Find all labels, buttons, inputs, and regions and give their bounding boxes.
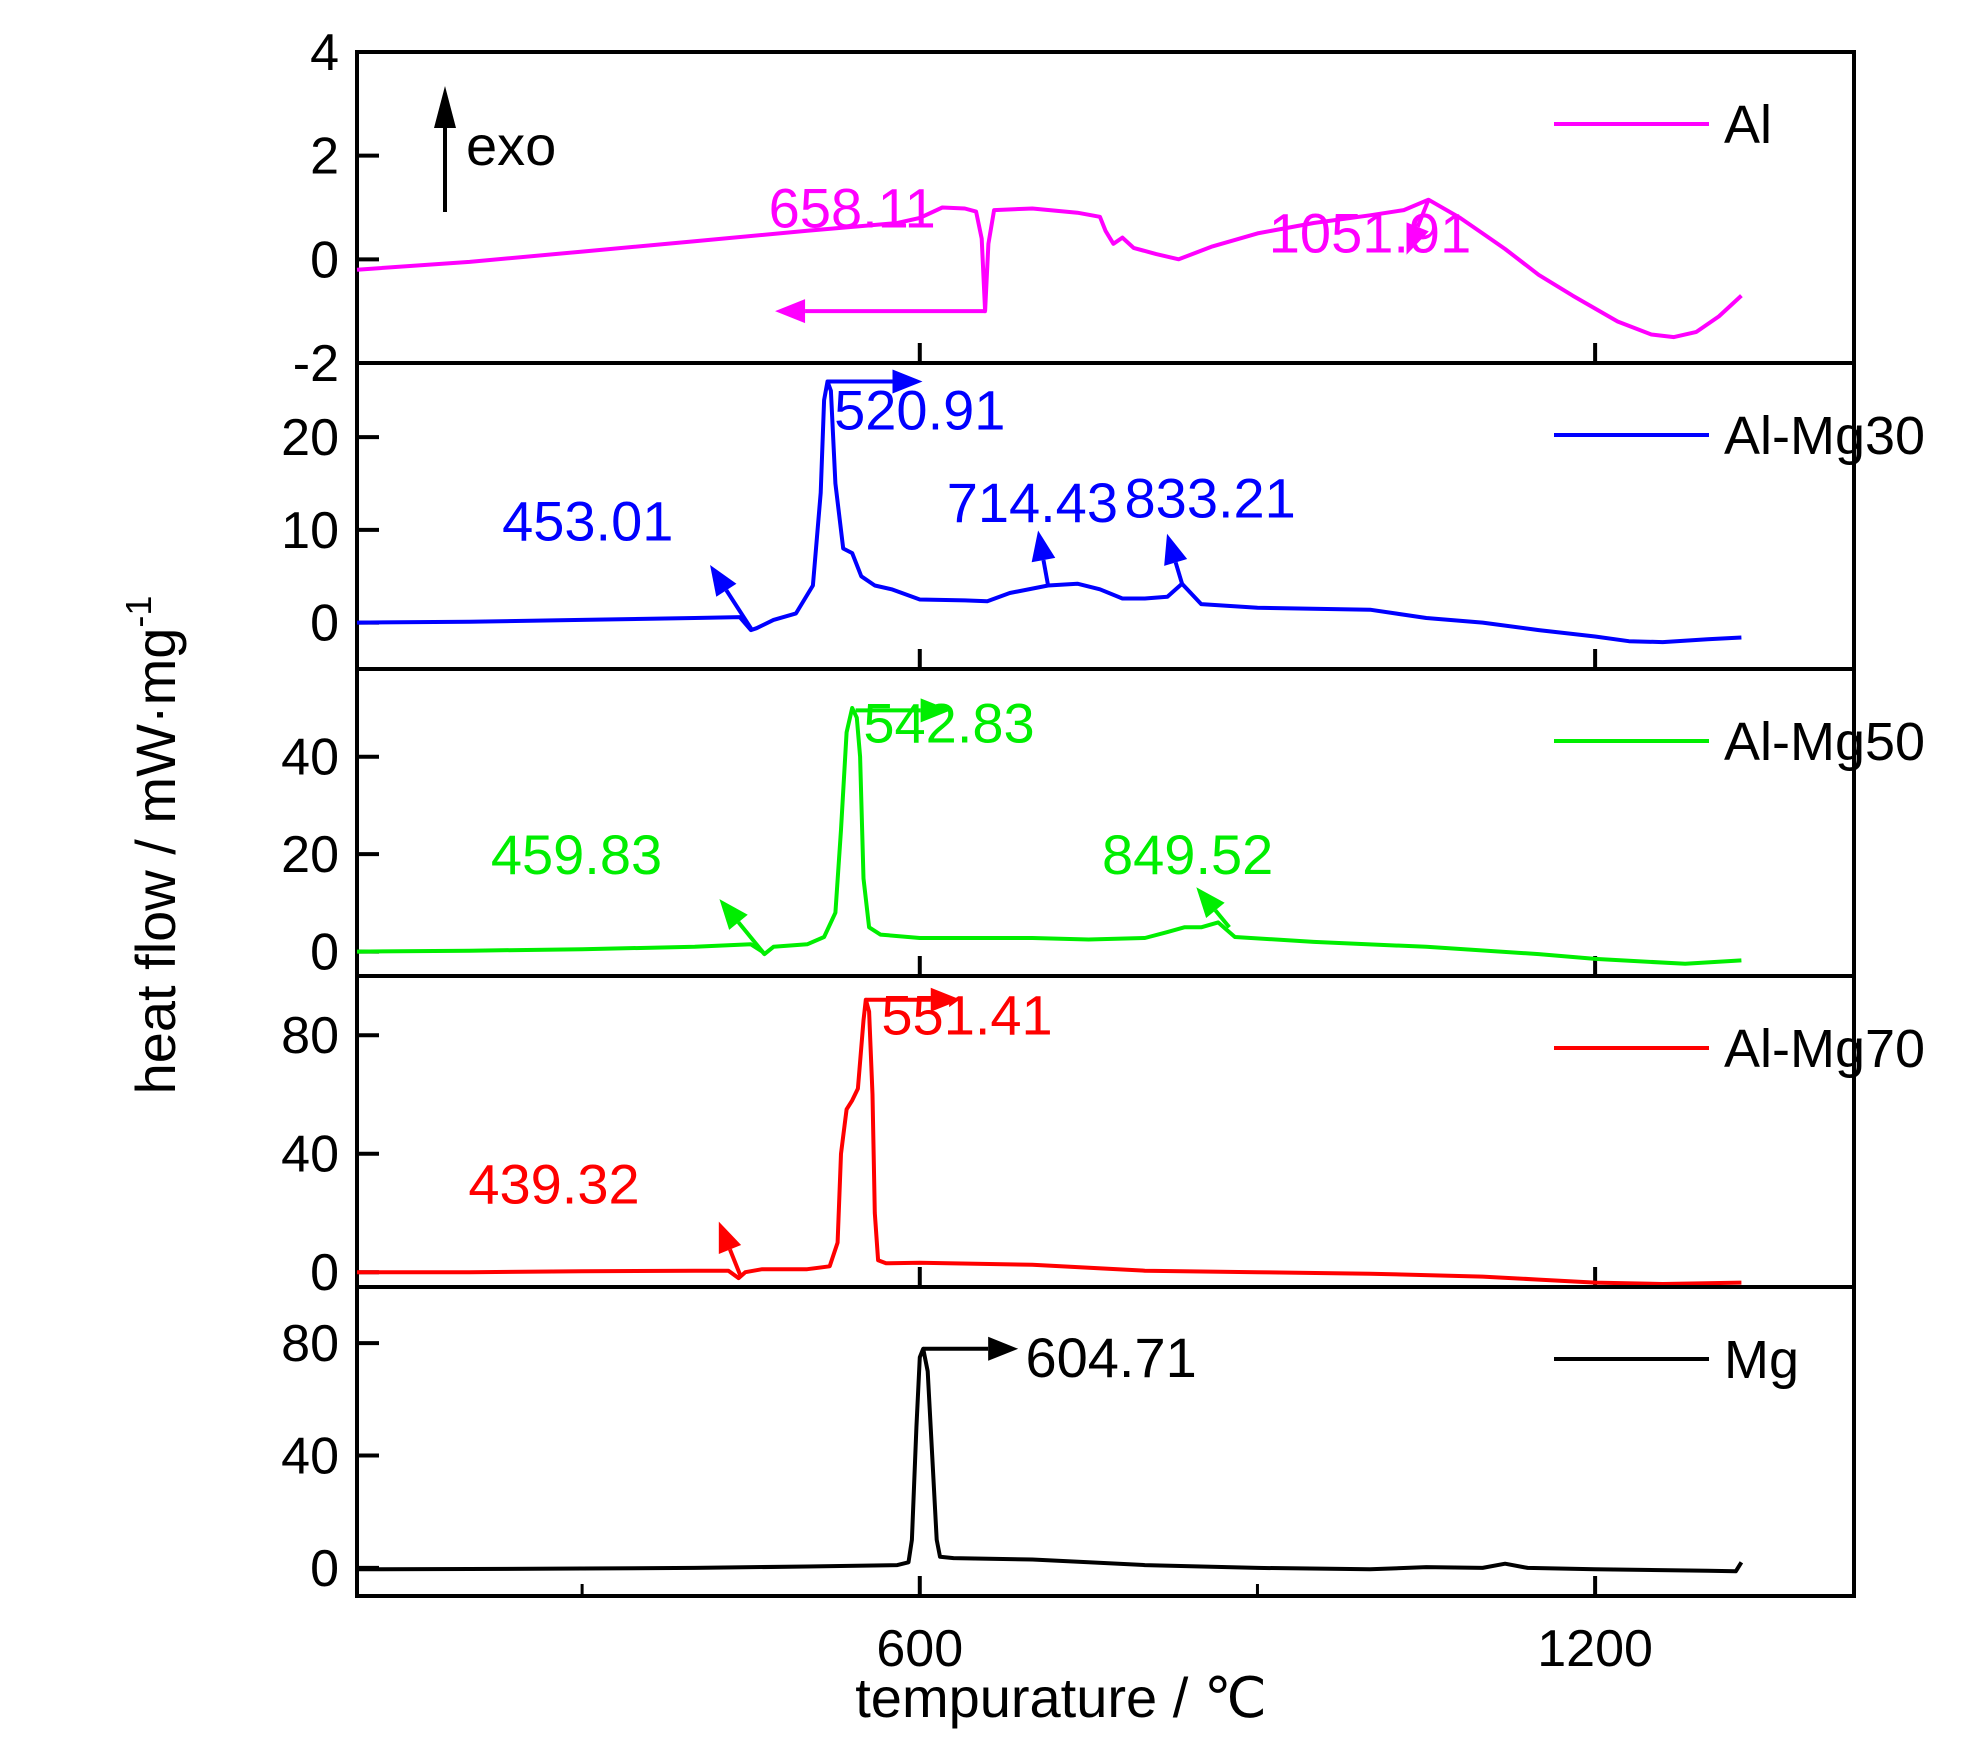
legend-label: Mg — [1724, 1330, 1799, 1390]
annotation-arrowhead — [892, 369, 923, 394]
annotation-arrowhead — [719, 899, 748, 930]
y-tick-label: 80 — [281, 1007, 339, 1065]
annotation-arrow — [724, 589, 754, 632]
y-tick-label: 20 — [281, 409, 339, 467]
x-axis: 600 1200 — [876, 1620, 1653, 1678]
y-tick-label: 4 — [310, 24, 339, 82]
annotation-arrowhead — [1196, 887, 1225, 919]
y-tick-label: 0 — [310, 924, 339, 982]
series-line-al-mg30 — [356, 379, 1742, 645]
x-tick-label: 600 — [876, 1620, 963, 1678]
annotation-label: 459.83 — [491, 823, 662, 886]
y-axis-title-superscript: -1 — [118, 596, 159, 628]
panels-layer: -2 0 2 4 Al 658.11 1051.91 0 10 20 Al-Mg30 520.91 45… — [281, 24, 1925, 1598]
annotation-arrowhead — [930, 987, 961, 1012]
y-axis-title: heat flow / mW·mg-1 — [118, 596, 187, 1095]
annotation-arrow — [1415, 198, 1431, 228]
annotation-label: 551.41 — [881, 984, 1052, 1047]
legend-label: Al-Mg30 — [1724, 406, 1925, 466]
annotation-arrow — [1173, 561, 1184, 585]
y-tick-label: 40 — [281, 1126, 339, 1184]
annotation-label: 849.52 — [1102, 823, 1273, 886]
y-tick-label: 20 — [281, 826, 339, 884]
x-axis-title: tempurature / ℃ — [855, 1666, 1267, 1729]
annotation-arrow — [728, 1248, 743, 1278]
y-tick-label: 40 — [281, 1428, 339, 1486]
annotation-arrow — [736, 921, 767, 956]
y-tick-label: 0 — [310, 1244, 339, 1302]
y-tick-label: 0 — [310, 595, 339, 653]
legend-label: Al — [1724, 95, 1772, 155]
annotation-arrowhead — [1164, 533, 1188, 566]
series-line-al — [356, 197, 1743, 340]
annotation-label: 714.43 — [947, 471, 1118, 534]
annotation-label: 453.01 — [502, 490, 673, 553]
annotation-arrowhead — [988, 1336, 1019, 1361]
series-line-mg — [356, 1346, 1744, 1574]
series-line-al-mg70 — [357, 997, 1742, 1286]
x-tick-label: 1200 — [1537, 1620, 1653, 1678]
exo-label: exo — [466, 114, 556, 177]
annotation-arrow — [1213, 909, 1231, 929]
annotation-label: 439.32 — [468, 1152, 639, 1215]
y-tick-label: 80 — [281, 1315, 339, 1373]
annotation-arrowhead — [1031, 530, 1056, 563]
annotation-arrowhead — [775, 299, 806, 324]
annotation-label: 658.11 — [769, 177, 936, 240]
annotation-arrow — [1041, 559, 1051, 586]
exo-arrow-head — [434, 86, 456, 128]
annotation-label: 833.21 — [1125, 466, 1296, 529]
panel-al-mg70: 0 40 80 Al-Mg70 551.41 439.32 — [281, 974, 1925, 1302]
panel-al-mg30: 0 10 20 Al-Mg30 520.91 453.01 714.43 833.21 — [281, 361, 1925, 671]
annotation-arrowhead — [920, 698, 951, 723]
exo-indicator: exo — [434, 86, 556, 212]
panel-al-mg50: 0 20 40 Al-Mg50 542.83 459.83 849.52 — [281, 667, 1925, 982]
panel-mg: 0 40 80 Mg 604.71 — [281, 1285, 1856, 1598]
annotation-label: 1051.91 — [1269, 201, 1471, 264]
panel-frame — [355, 50, 1856, 365]
y-tick-label: 40 — [281, 729, 339, 787]
panel-frame — [355, 974, 1856, 1289]
y-tick-label: 2 — [310, 128, 339, 186]
y-tick-label: 10 — [281, 502, 339, 560]
panel-frame — [355, 1285, 1856, 1598]
legend-label: Al-Mg70 — [1724, 1019, 1925, 1079]
y-tick-label: -2 — [293, 335, 339, 393]
annotation-arrowhead — [1406, 222, 1429, 255]
annotation-arrowhead — [710, 565, 737, 597]
annotation-label: 604.71 — [1025, 1326, 1196, 1389]
legend-label: Al-Mg50 — [1724, 712, 1925, 772]
annotation-arrowhead — [718, 1221, 742, 1254]
y-tick-label: 0 — [310, 1540, 339, 1598]
panel-al: -2 0 2 4 Al 658.11 1051.91 — [293, 24, 1856, 393]
annotation-label: 520.91 — [834, 378, 1005, 441]
y-tick-label: 0 — [310, 231, 339, 289]
annotation-label: 542.83 — [863, 692, 1034, 755]
